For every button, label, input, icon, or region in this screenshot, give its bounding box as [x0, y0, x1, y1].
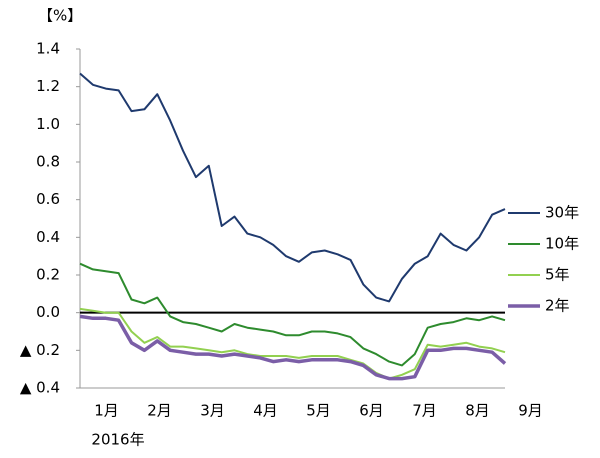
y-tick-label: 1.0 — [36, 115, 60, 133]
series-line — [79, 314, 507, 381]
x-tick-label: 6月 — [359, 402, 384, 420]
y-tick-label: ▲ 0.4 — [20, 379, 60, 397]
legend-label: 10年 — [545, 235, 579, 253]
legend-label: 2年 — [545, 297, 570, 315]
legend-label: 30年 — [545, 204, 579, 222]
y-tick-label: ▲ 0.2 — [20, 341, 60, 359]
y-tick-label: 0.8 — [36, 153, 60, 171]
x-axis-label: 2016年 — [91, 431, 144, 449]
y-tick-label: 0.0 — [36, 303, 60, 321]
x-tick-label: 2月 — [147, 402, 172, 420]
y-tick-label: 0.2 — [36, 266, 60, 284]
series-line — [79, 307, 506, 380]
y-tick-label: 0.6 — [36, 190, 60, 208]
x-tick-label: 7月 — [412, 402, 437, 420]
y-tick-label: 0.4 — [36, 228, 60, 246]
y-tick-label: 1.2 — [36, 77, 60, 95]
legend-label: 5年 — [545, 266, 570, 284]
x-tick-label: 8月 — [465, 402, 490, 420]
unit-label: 【%】 — [38, 7, 82, 25]
y-tick-label: 1.4 — [36, 40, 60, 58]
x-tick-label: 5月 — [306, 402, 331, 420]
x-tick-label: 3月 — [200, 402, 225, 420]
series-line — [79, 72, 506, 303]
x-tick-label: 4月 — [253, 402, 278, 420]
x-tick-label: 9月 — [518, 402, 543, 420]
x-tick-label: 1月 — [94, 402, 119, 420]
series-line — [79, 262, 506, 367]
